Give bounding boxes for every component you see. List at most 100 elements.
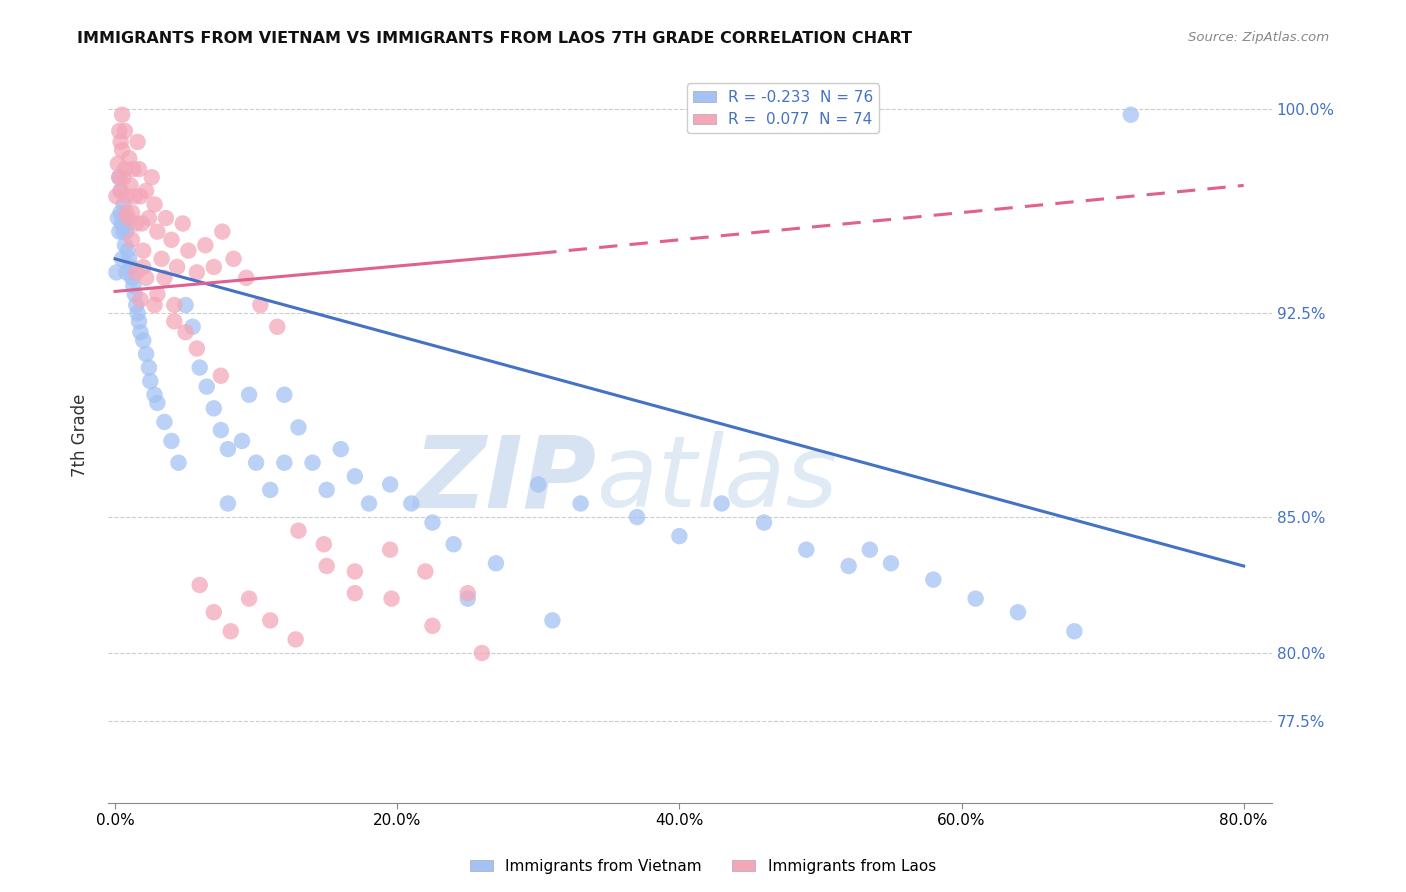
Point (202, 605, 225, 619)
Point (186, 265, 208, 279)
Point (378, 477, 401, 491)
Point (114, 238, 136, 252)
Point (965, 591, 987, 606)
Point (1119, 108, 1142, 122)
Point (343, 469, 366, 483)
Point (357, 496, 380, 510)
Point (177, 244, 200, 258)
Point (287, 420, 309, 434)
Point (108, 170, 131, 185)
Point (217, 442, 239, 456)
Point (120, 260, 142, 274)
Point (422, 619, 444, 633)
Point (378, 542, 401, 557)
Point (115, 189, 138, 203)
Point (117, 244, 139, 258)
Point (794, 542, 817, 557)
Point (219, 624, 242, 639)
Point (111, 108, 134, 122)
Point (160, 434, 183, 448)
Point (143, 388, 166, 402)
Point (120, 178, 142, 193)
Point (209, 423, 232, 437)
Text: atlas: atlas (596, 431, 838, 528)
Point (125, 265, 148, 279)
Point (125, 217, 148, 231)
Point (287, 524, 309, 538)
Point (138, 360, 160, 375)
Point (181, 319, 204, 334)
Point (107, 156, 129, 170)
Point (110, 135, 132, 149)
Text: Source: ZipAtlas.com: Source: ZipAtlas.com (1188, 31, 1329, 45)
Point (135, 347, 157, 361)
Point (132, 244, 155, 258)
Point (117, 217, 139, 231)
Text: ZIP: ZIP (413, 431, 596, 528)
Point (231, 434, 253, 448)
Point (284, 632, 307, 647)
Point (217, 496, 239, 510)
Y-axis label: 7th Grade: 7th Grade (72, 394, 89, 477)
Point (129, 189, 152, 203)
Point (880, 556, 903, 570)
Point (710, 496, 733, 510)
Point (422, 516, 444, 530)
Point (202, 401, 225, 416)
Point (122, 279, 145, 293)
Point (471, 646, 494, 660)
Point (922, 573, 945, 587)
Point (527, 477, 550, 491)
Point (235, 270, 257, 285)
Point (105, 189, 128, 203)
Legend: Immigrants from Vietnam, Immigrants from Laos: Immigrants from Vietnam, Immigrants from… (464, 853, 942, 880)
Point (114, 124, 136, 138)
Point (343, 565, 366, 579)
Point (160, 233, 183, 247)
Point (132, 334, 155, 348)
Point (155, 211, 177, 225)
Point (129, 293, 152, 307)
Point (238, 388, 260, 402)
Point (135, 184, 157, 198)
Point (129, 325, 152, 339)
Point (122, 162, 145, 177)
Point (117, 211, 139, 225)
Point (114, 211, 136, 225)
Point (626, 510, 648, 524)
Point (457, 591, 479, 606)
Point (112, 170, 135, 185)
Point (114, 162, 136, 177)
Point (415, 565, 437, 579)
Point (195, 379, 218, 393)
Point (194, 238, 217, 252)
Point (146, 396, 169, 410)
Point (174, 298, 197, 312)
Point (443, 537, 465, 551)
Point (135, 270, 157, 285)
Point (121, 270, 143, 285)
Point (128, 162, 150, 177)
Point (139, 374, 162, 388)
Point (380, 591, 402, 606)
Point (153, 415, 176, 429)
Point (121, 233, 143, 247)
Point (111, 252, 134, 266)
Point (124, 287, 146, 301)
Point (138, 211, 160, 225)
Point (125, 298, 148, 312)
Point (273, 388, 295, 402)
Point (202, 260, 225, 274)
Point (838, 559, 860, 574)
Point (249, 298, 271, 312)
Point (127, 135, 149, 149)
Point (259, 613, 281, 627)
Point (115, 265, 138, 279)
Point (143, 197, 166, 211)
Point (110, 184, 132, 198)
Point (166, 260, 188, 274)
Point (121, 205, 143, 219)
Point (457, 586, 479, 600)
Point (1007, 605, 1029, 619)
Point (112, 225, 135, 239)
